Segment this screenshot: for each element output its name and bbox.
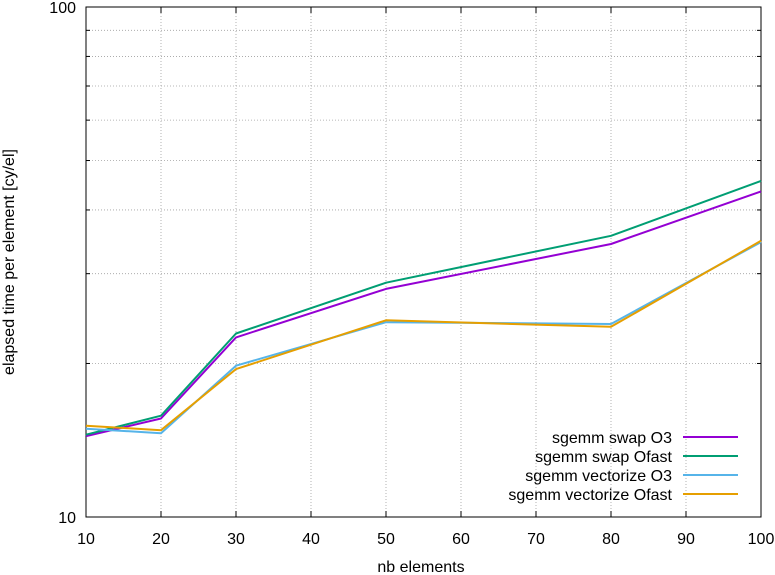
y-axis-label: elapsed time per element [cy/el] bbox=[1, 149, 18, 375]
x-tick-label: 40 bbox=[302, 531, 320, 548]
series-line bbox=[85, 239, 762, 432]
x-axis-label: nb elements bbox=[377, 559, 464, 575]
series-lines bbox=[85, 179, 762, 438]
axis-ticks: 10 20 30 40 50 60 70 80 90 100 10 100 bbox=[49, 0, 774, 548]
x-tick-label: 20 bbox=[152, 531, 170, 548]
legend-label: sgemm swap Ofast bbox=[535, 449, 672, 466]
grid bbox=[86, 7, 761, 517]
plot-frame bbox=[85, 6, 762, 518]
x-tick-label: 80 bbox=[602, 531, 620, 548]
x-tick-label: 50 bbox=[377, 531, 395, 548]
legend-label: sgemm swap O3 bbox=[552, 430, 672, 447]
x-tick-label: 70 bbox=[527, 531, 545, 548]
x-tick-label: 60 bbox=[452, 531, 470, 548]
x-tick-label: 10 bbox=[77, 531, 95, 548]
legend-label: sgemm vectorize Ofast bbox=[508, 487, 672, 504]
legend: sgemm swap O3 sgemm swap Ofast sgemm vecto… bbox=[508, 430, 738, 504]
x-tick-label: 100 bbox=[748, 531, 775, 548]
x-tick-label: 30 bbox=[227, 531, 245, 548]
series-line bbox=[85, 241, 762, 435]
x-tick-label: 90 bbox=[677, 531, 695, 548]
series-line bbox=[85, 179, 762, 436]
legend-label: sgemm vectorize O3 bbox=[525, 468, 672, 485]
y-tick-label: 100 bbox=[49, 0, 76, 17]
series-line bbox=[85, 190, 762, 438]
y-tick-label: 10 bbox=[58, 510, 76, 527]
